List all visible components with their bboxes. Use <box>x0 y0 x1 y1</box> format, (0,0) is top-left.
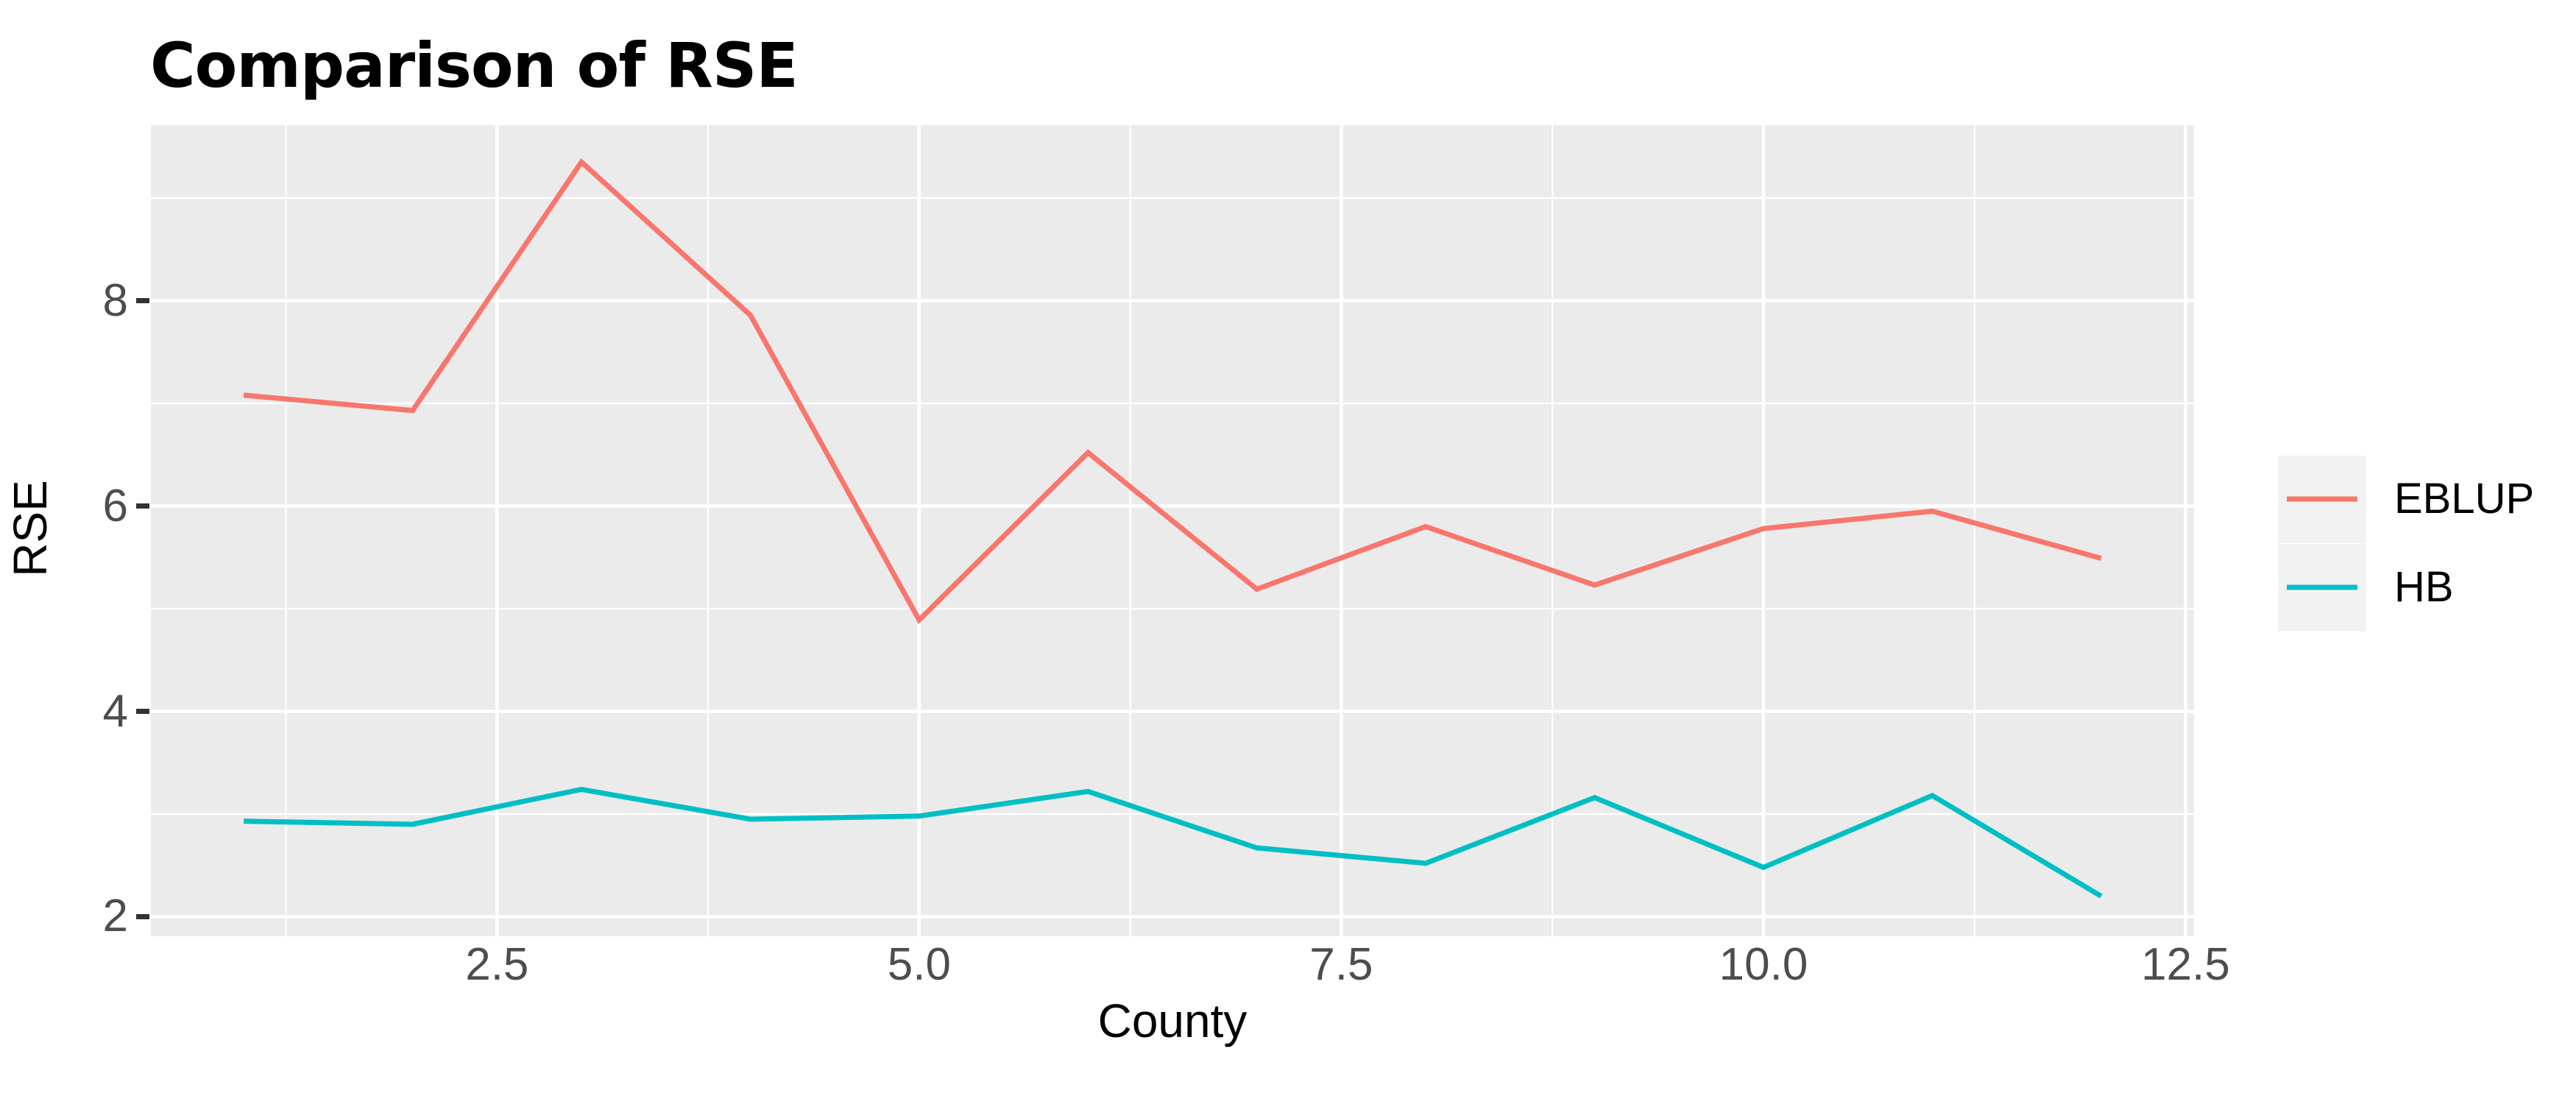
legend-item-hb: HB <box>2278 543 2534 631</box>
y-tick-label: 6 <box>102 480 128 531</box>
legend-item-eblup: EBLUP <box>2278 455 2534 543</box>
chart-title: Comparison of RSE <box>150 29 799 102</box>
x-axis-title: County <box>1097 994 1248 1047</box>
panel-background <box>151 125 2194 936</box>
y-tick-label: 8 <box>102 275 128 326</box>
legend-key-eblup <box>2278 455 2366 543</box>
hb-line-swatch <box>2287 584 2357 590</box>
legend-label-eblup: EBLUP <box>2394 475 2535 523</box>
legend-label-hb: HB <box>2394 563 2454 611</box>
eblup-line-swatch <box>2287 496 2357 502</box>
x-tick-label: 7.5 <box>1309 939 1373 990</box>
series-line-hb <box>244 786 2103 899</box>
x-tick-label: 2.5 <box>465 939 529 990</box>
legend: EBLUP HB <box>2278 455 2534 631</box>
y-tick-label: 2 <box>102 891 128 942</box>
x-tick-label: 12.5 <box>2141 939 2230 990</box>
x-tick-label: 10.0 <box>1719 939 1808 990</box>
y-axis-title: RSE <box>3 480 57 577</box>
legend-key-hb <box>2278 543 2366 631</box>
y-tick-label: 4 <box>102 685 128 737</box>
series-line-eblup <box>243 158 2102 625</box>
x-tick-label: 5.0 <box>887 939 951 990</box>
